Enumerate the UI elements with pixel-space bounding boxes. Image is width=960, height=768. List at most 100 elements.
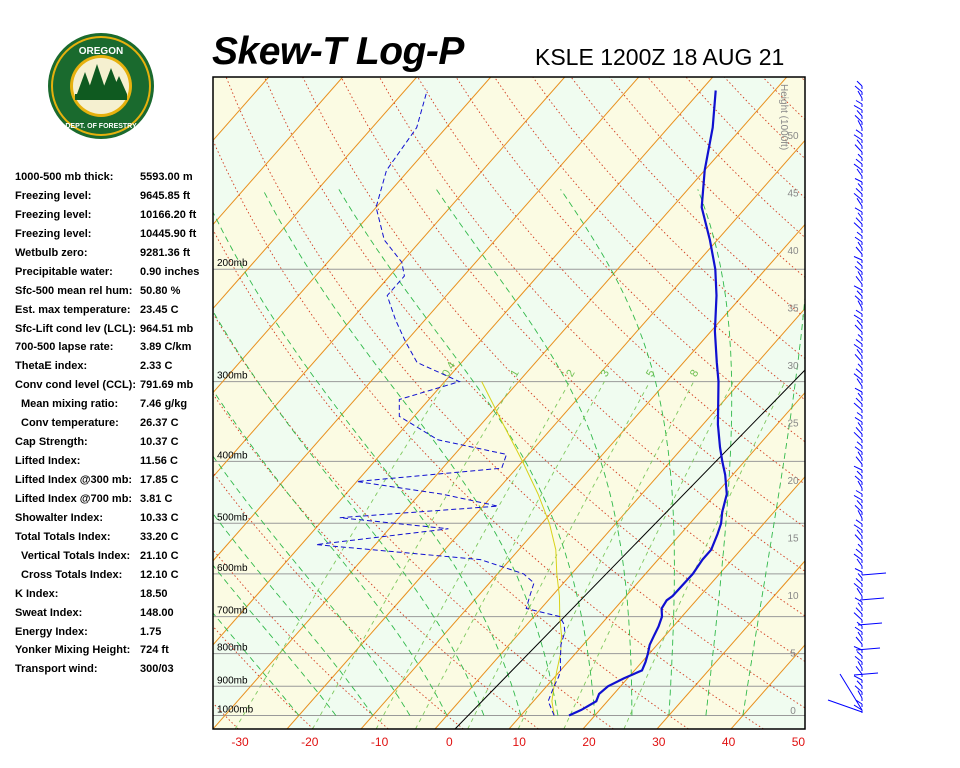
height-tick-label: 0 [790, 706, 796, 717]
index-row: Transport wind: 300/03 [15, 660, 215, 679]
index-label: 1000-500 mb thick: [15, 171, 114, 183]
dry-adiabat [225, 77, 805, 709]
index-value: 10.37 C [140, 436, 179, 449]
mixing-ratio-label: 1 [508, 368, 521, 379]
index-value: 3.89 C/km [140, 341, 192, 354]
index-value: 33.20 C [140, 530, 179, 543]
index-row: Yonker Mixing Height: 724 ft [15, 641, 215, 660]
index-value: 23.45 C [140, 303, 179, 316]
wind-barb [854, 324, 863, 333]
moist-adiabat [213, 211, 522, 716]
wind-barb [853, 675, 863, 681]
index-row: Freezing level: 9645.85 ft [15, 187, 215, 206]
index-value: 12.10 C [140, 568, 179, 581]
moist-adiabat [560, 189, 675, 716]
isotherm-line [360, 223, 805, 729]
index-row: Conv cond level (CCL): 791.69 mb [15, 376, 215, 395]
index-value: 10445.90 ft [140, 227, 197, 240]
wind-barb [855, 158, 863, 165]
index-value: 964.51 mb [140, 322, 194, 335]
temperature-tick-label: 30 [652, 735, 666, 749]
wind-barb [857, 363, 863, 369]
wind-barb [856, 470, 863, 477]
height-tick-label: 50 [787, 131, 799, 142]
index-label: Freezing level: [15, 227, 92, 240]
dry-adiabat [213, 393, 539, 729]
isotherm-line [213, 77, 492, 394]
wind-barb [853, 192, 863, 201]
index-label: Conv temperature: [21, 417, 119, 430]
height-tick-label: 30 [787, 361, 799, 372]
dry-adiabat [800, 77, 805, 82]
wind-barb [853, 256, 863, 261]
plot-frame [212, 76, 806, 730]
index-row: Lifted Index @700 mb: 3.81 C [15, 490, 215, 509]
index-label: K Index: [15, 587, 59, 600]
wind-barb [857, 602, 863, 609]
index-row: Freezing level: 10166.20 ft [15, 206, 215, 225]
isotherm-line [656, 560, 805, 729]
wind-barb [855, 636, 863, 645]
wind-barb [857, 212, 863, 219]
wind-barb [856, 500, 863, 507]
wind-barb [857, 573, 863, 579]
pressure-tick-label: 900mb [217, 675, 248, 686]
isotherm-band [805, 77, 960, 729]
wind-barb [855, 456, 863, 465]
pressure-tick-label: 300mb [217, 371, 248, 382]
index-label: Lifted Index @700 mb: [15, 492, 133, 505]
wind-barb [853, 465, 863, 471]
wind-barb [857, 510, 863, 519]
index-label: Cross Totals Index: [21, 568, 123, 581]
wind-barb [856, 231, 863, 237]
dewpoint-trace [316, 90, 566, 716]
moist-adiabat [742, 292, 805, 716]
wind-barb [856, 290, 863, 297]
index-label: Total Totals Index: [15, 530, 111, 543]
wind-barb [854, 568, 863, 573]
temperature-tick-label: -10 [371, 735, 389, 749]
wind-barb [854, 656, 863, 663]
wind-barb [855, 490, 863, 495]
wind-barb [857, 241, 863, 249]
wind-barb [855, 578, 863, 585]
index-value: 17.85 C [140, 474, 179, 486]
index-value: 50.80 % [140, 284, 181, 297]
index-row: Energy Index: 1.75 [15, 623, 215, 642]
wind-barb [853, 524, 863, 531]
mixing-ratio-line [517, 381, 695, 729]
isotherm-band [213, 77, 805, 729]
wind-barb [857, 392, 863, 399]
index-row: Total Totals Index: 33.20 C [15, 528, 215, 547]
station-time-label: KSLE 1200Z 18 AUG 21 [535, 44, 785, 70]
mixing-ratio-label: 2 [564, 368, 577, 379]
index-row: Precipitable water: 0.90 inches [15, 263, 215, 282]
wind-barb [857, 422, 863, 429]
dry-adiabat [213, 139, 764, 729]
wind-barb [855, 275, 863, 285]
index-label: Conv cond level (CCL): [15, 379, 137, 392]
wind-barb [854, 534, 863, 543]
index-value: 148.00 [140, 606, 174, 619]
dry-adiabat [0, 77, 163, 729]
wind-barb [853, 672, 879, 676]
height-tick-label: 45 [787, 189, 799, 200]
wind-barb [854, 417, 863, 423]
wind-barb [857, 120, 863, 129]
wind-barb [856, 261, 863, 267]
wind-barb [853, 343, 863, 351]
index-row: Sfc-500 mean rel hum: 50.80 % [15, 282, 215, 301]
wind-barb [856, 110, 863, 117]
index-label: ThetaE index: [15, 360, 88, 373]
wind-barb [853, 105, 863, 111]
temperature-tick-label: 10 [513, 735, 527, 749]
pressure-tick-label: 200mb [217, 258, 248, 269]
parcel-reference-line [454, 369, 805, 729]
wind-barb [859, 597, 885, 601]
index-label: Lifted Index: [15, 455, 81, 468]
isotherm-line [213, 77, 418, 310]
index-value: 0.90 inches [140, 265, 200, 278]
wind-barb [854, 353, 863, 363]
wind-barb [855, 188, 863, 195]
pressure-tick-label: 400mb [217, 450, 248, 461]
